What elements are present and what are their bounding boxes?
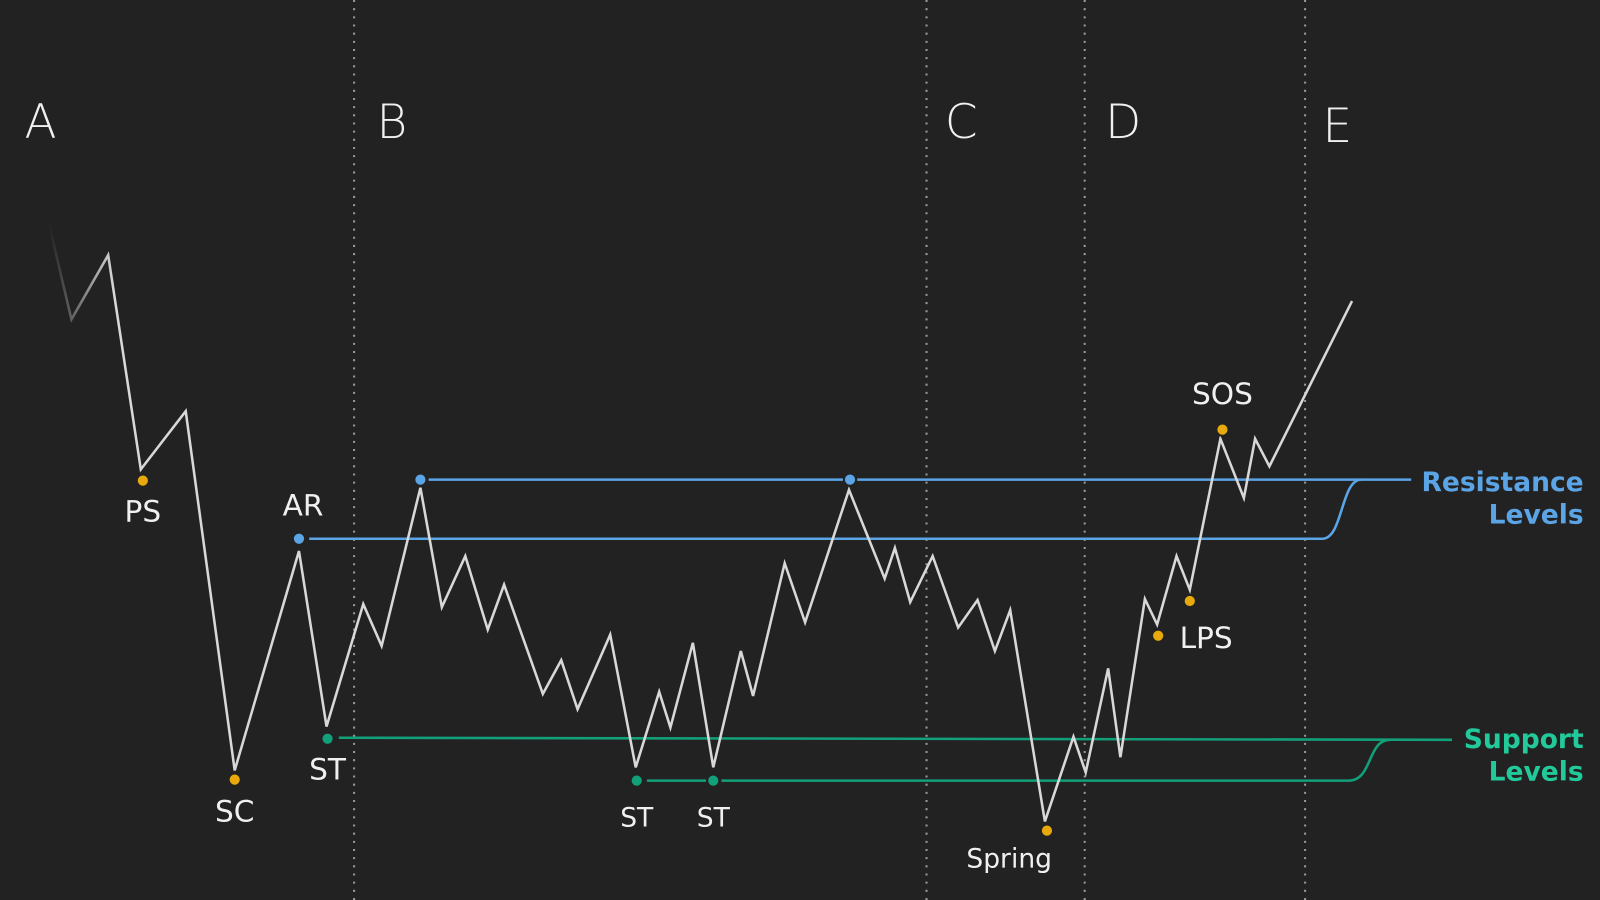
dot [1182, 593, 1197, 609]
phase-label: D [1105, 95, 1141, 150]
event-label: ST [697, 803, 731, 834]
event-label: ST [620, 803, 654, 834]
event-labels: PS SC AR ST ST ST Spring LPS SOS [125, 377, 1253, 874]
dot [413, 472, 428, 487]
dot [227, 772, 242, 787]
dot [1215, 422, 1230, 437]
dot [320, 731, 335, 746]
phase-label: B [377, 95, 408, 150]
dot [135, 473, 150, 488]
event-label: AR [283, 488, 324, 522]
legend: Resistance Levels Support Levels [1421, 467, 1584, 788]
support-label: Levels [1489, 757, 1584, 788]
dot [1039, 823, 1055, 838]
dot [291, 531, 307, 546]
phase-label: C [945, 95, 978, 150]
dot [842, 472, 858, 487]
event-label: PS [125, 494, 162, 528]
support-line [646, 738, 1390, 782]
support-line [338, 736, 1453, 742]
event-label: SOS [1192, 377, 1253, 411]
event-dots [135, 422, 1230, 838]
phase-label: A [24, 95, 56, 150]
event-label: Spring [966, 843, 1052, 874]
event-label: LPS [1180, 621, 1233, 655]
phase-label: E [1322, 99, 1352, 154]
dot [1151, 628, 1166, 643]
event-label: ST [309, 753, 347, 787]
price-path [47, 224, 1354, 822]
phase-separators [353, 0, 1307, 900]
resistance-label: Levels [1489, 499, 1584, 530]
support-label: Support [1464, 724, 1584, 755]
event-label: SC [215, 794, 254, 828]
resistance-label: Resistance [1421, 467, 1583, 498]
dot [706, 773, 721, 788]
levels [309, 478, 1453, 782]
dot [629, 773, 644, 788]
phase-labels: A B C D E [24, 95, 1352, 154]
resistance-line [309, 478, 1362, 541]
